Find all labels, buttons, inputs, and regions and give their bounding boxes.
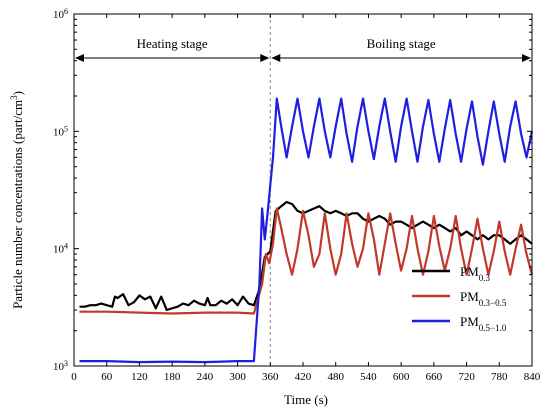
stage-arrow-head-right (260, 54, 270, 62)
y-axis-title-sup: 3 (9, 95, 19, 100)
y-tick-label: 103 (53, 359, 68, 374)
x-tick-label: 600 (393, 371, 410, 383)
x-tick-label: 480 (327, 371, 344, 383)
x-tick-label: 180 (164, 371, 181, 383)
x-tick-label: 120 (131, 371, 148, 383)
stage-arrow-head-left (75, 54, 84, 62)
legend-label-2: PM0.3−0.5 (460, 289, 507, 308)
series-line-1 (79, 200, 533, 312)
y-axis-title: Particle number concentrations (part/cm3… (9, 91, 25, 309)
y-tick-label: 106 (53, 7, 68, 22)
x-tick-label: 300 (229, 371, 246, 383)
plot-background (74, 14, 532, 366)
x-tick-label: 720 (458, 371, 475, 383)
x-tick-label: 420 (295, 371, 312, 383)
axes-layer: 0 60 120 180 240 300 360 420 480 540 600 660 720 780 8… (53, 7, 541, 384)
x-tick-label: 60 (101, 371, 113, 383)
stage-label: Heating stage (137, 36, 208, 51)
y-axis-title-end: ) (10, 91, 25, 95)
series-line-2 (79, 207, 534, 315)
stage-label: Boiling stage (367, 36, 436, 51)
x-tick-label: 240 (197, 371, 214, 383)
legend: PM0.3 PM0.3−0.5 PM0.5−1.0 (412, 264, 507, 333)
x-tick-label: 540 (360, 371, 377, 383)
legend-label-3: PM0.5−1.0 (460, 314, 507, 333)
series-layer (79, 97, 534, 364)
y-tick-label: 105 (53, 124, 68, 139)
x-tick-label: 660 (426, 371, 443, 383)
x-axis-title: Time (s) (284, 392, 328, 407)
x-tick-label: 360 (262, 371, 279, 383)
stage-arrow-head-left (271, 54, 281, 62)
y-axis-title-main: Particle number concentrations (part/cm (10, 100, 25, 309)
x-tick-label: 840 (524, 371, 541, 383)
x-tick-label: 780 (491, 371, 508, 383)
series-line-3 (79, 97, 534, 364)
x-tick-label: 0 (71, 371, 77, 383)
plot-area (74, 14, 532, 366)
legend-label-1: PM0.3 (460, 264, 491, 283)
y-tick-label: 104 (53, 241, 68, 256)
stage-annotations: Heating stage Boiling stage (75, 36, 531, 62)
stage-arrow-head-right (522, 54, 531, 62)
